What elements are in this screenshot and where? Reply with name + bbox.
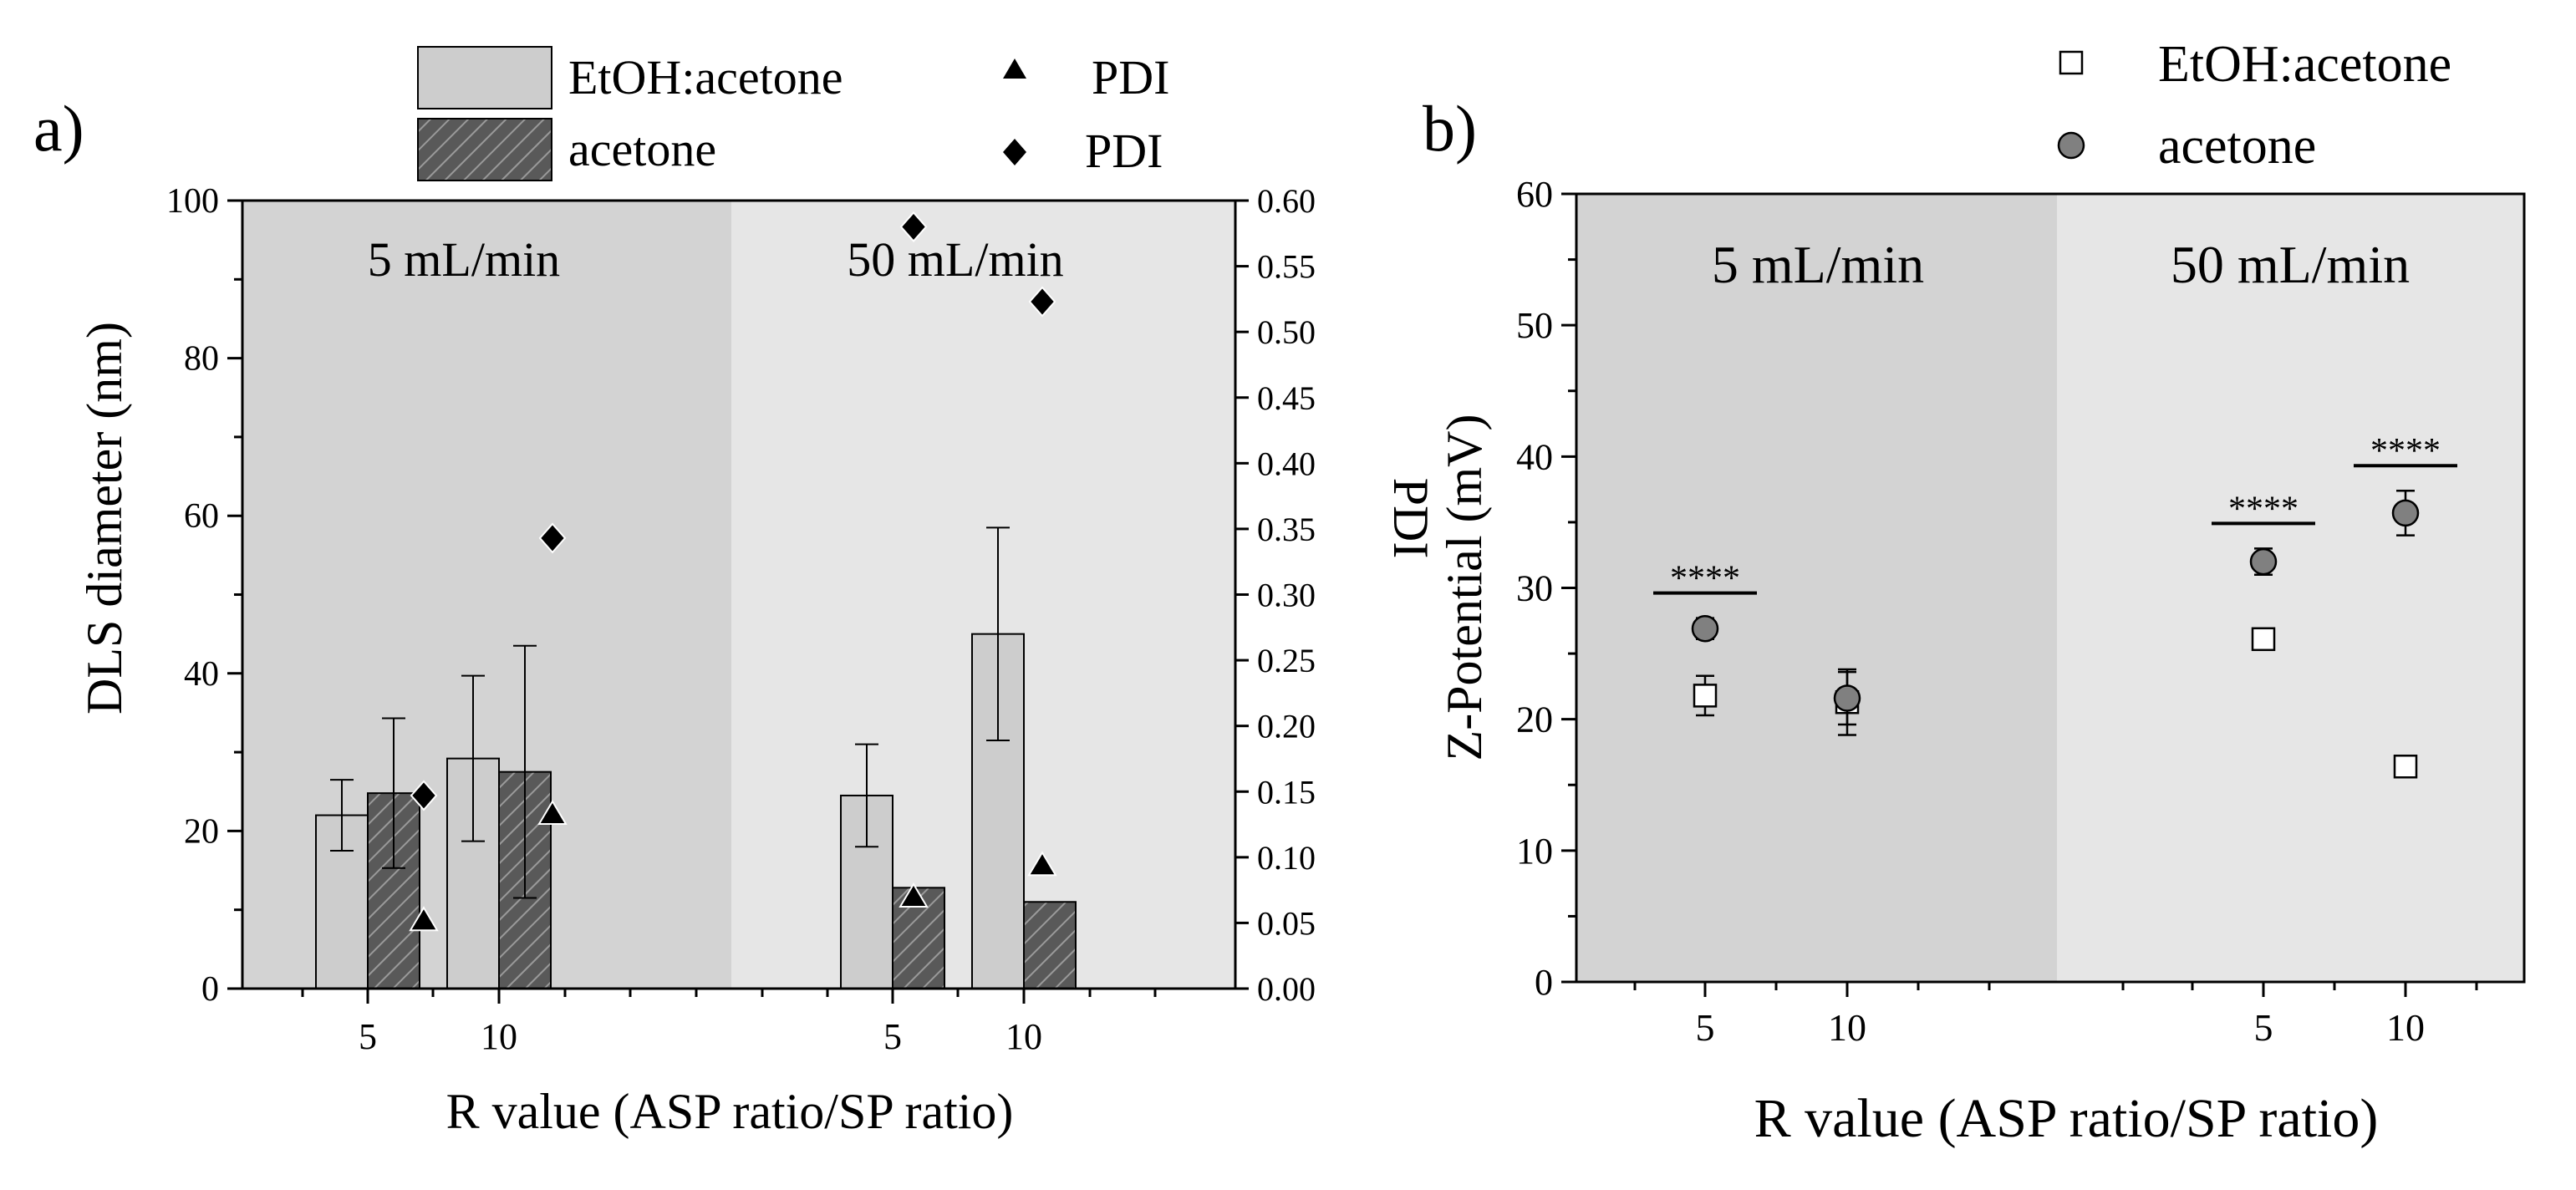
x-tick-label: 5 <box>2254 1006 2273 1049</box>
y2-tick-label: 0.35 <box>1257 511 1316 548</box>
x-tick-label: 10 <box>1005 1016 1042 1057</box>
y-tick-label: 20 <box>184 812 219 851</box>
panel-b-points <box>1691 489 2420 779</box>
pdi-triangle-point <box>537 800 568 825</box>
y2-tick-label: 0.50 <box>1257 313 1316 351</box>
panel-b-region-bg <box>1576 194 2057 982</box>
y2-tick-label: 0.15 <box>1257 773 1316 811</box>
pdi-diamond-point <box>899 211 928 242</box>
legend-label-etoh-acetone: EtOH:acetone <box>568 50 843 104</box>
legend-swatch-etoh-acetone <box>417 46 552 109</box>
x-tick-label: 5 <box>883 1016 902 1057</box>
x-tick-label: 5 <box>359 1016 377 1057</box>
panel-b-regions: 5 mL/min 50 mL/min <box>1576 194 2524 982</box>
panel-b-chart: 5 mL/min 50 mL/min **** **** **** 0 10 20 30 40… <box>1423 36 2526 1149</box>
y2-tick-label: 0.30 <box>1257 577 1316 614</box>
pdi-triangle-point <box>1027 851 1057 877</box>
y-tick-label: 60 <box>184 497 219 536</box>
x-tick-label: 10 <box>2386 1006 2425 1049</box>
y-tick-label: 40 <box>1516 436 1553 477</box>
y2-tick-label: 0.40 <box>1257 445 1316 482</box>
x-tick-label: 10 <box>481 1016 517 1057</box>
legend-grey-circle-marker <box>2057 131 2085 160</box>
panel-b-region-label: 50 mL/min <box>2171 235 2410 294</box>
y-tick-label: 40 <box>184 655 219 694</box>
panel-b-legend: EtOH:acetone acetone <box>2057 36 2451 175</box>
significance-stars: **** <box>1670 560 1740 598</box>
legend-swatch-acetone <box>417 118 552 181</box>
legend-label-acetone: acetone <box>568 122 716 176</box>
zeta-circle-point <box>1833 684 1861 712</box>
zeta-circle-point <box>1691 614 1719 643</box>
panel-a-region-label: 50 mL/min <box>847 232 1063 287</box>
y2-tick-label: 0.25 <box>1257 642 1316 679</box>
zeta-square-point <box>2393 754 2418 779</box>
panel-a-chart: 5 mL/min 50 mL/min 0 20 40 60 80 100 0.00 0.05 0.… <box>33 46 1438 1139</box>
zeta-square-point <box>2251 627 2276 652</box>
x-tick-label: 5 <box>1696 1006 1715 1049</box>
pdi-triangle-point <box>899 882 929 908</box>
zeta-circle-point <box>2391 499 2420 527</box>
y-tick-label: 30 <box>1516 568 1553 609</box>
y2-tick-label: 0.55 <box>1257 248 1316 286</box>
y-tick-label: 10 <box>1516 831 1553 872</box>
y2-tick-label: 0.60 <box>1257 182 1316 220</box>
panel-a-x-axis-label: R value (ASP ratio/SP ratio) <box>446 1084 1014 1139</box>
legend-label-etoh-acetone-b: EtOH:acetone <box>2158 36 2451 93</box>
pdi-diamond-point <box>538 522 567 554</box>
x-tick-label: 10 <box>1828 1006 1866 1049</box>
pdi-diamond-point <box>1028 286 1056 318</box>
legend-label-pdi-triangle: PDI <box>1092 50 1169 104</box>
y-tick-label: 100 <box>166 182 219 221</box>
legend-open-square-marker <box>2059 50 2084 75</box>
panel-b-x-axis-label: R value (ASP ratio/SP ratio) <box>1754 1088 2379 1149</box>
significance-stars: **** <box>2370 432 2441 470</box>
panel-b-axes: 0 10 20 30 40 50 60 5 10 5 10 <box>1516 174 2526 1049</box>
legend-label-acetone-b: acetone <box>2158 118 2316 175</box>
y-tick-label: 0 <box>201 970 219 1009</box>
panel-b-region-bg <box>2057 194 2524 982</box>
pdi-diamond-point <box>410 780 438 811</box>
zeta-circle-point <box>2249 547 2278 576</box>
panel-a-region-label: 5 mL/min <box>368 232 560 287</box>
panel-b-significance-annotations: **** **** **** <box>1653 432 2457 598</box>
y-tick-label: 80 <box>184 340 219 379</box>
y2-tick-label: 0.10 <box>1257 839 1316 877</box>
panel-b-y-axis-label: Z-Potential (mV) <box>1437 414 1492 761</box>
y-tick-label: 20 <box>1516 699 1553 740</box>
y2-tick-label: 0.45 <box>1257 379 1316 417</box>
bar-acetone <box>1023 901 1077 990</box>
y2-tick-label: 0.00 <box>1257 970 1316 1008</box>
legend-triangle-marker <box>1003 58 1026 79</box>
panel-a-label: a) <box>33 92 84 165</box>
y-tick-label: 60 <box>1516 174 1553 215</box>
panel-b-label: b) <box>1423 92 1477 165</box>
legend-diamond-marker <box>1003 139 1026 165</box>
y-tick-label: 50 <box>1516 305 1553 346</box>
legend-label-pdi-diamond: PDI <box>1085 124 1163 178</box>
panel-a-y-axis-label: DLS diameter (nm) <box>77 322 132 715</box>
zeta-square-point <box>1693 684 1718 708</box>
panel-a-pdi-points <box>409 211 1057 932</box>
y2-tick-label: 0.05 <box>1257 904 1316 942</box>
panel-a-bars <box>315 526 1077 990</box>
pdi-triangle-point <box>409 906 439 932</box>
panel-a-axes: 0 20 40 60 80 100 0.00 0.05 0.10 0.15 0.20 0.25 0.30… <box>166 182 1316 1057</box>
significance-stars: **** <box>2228 490 2299 528</box>
panel-b-region-label: 5 mL/min <box>1712 235 1924 294</box>
y-tick-label: 0 <box>1535 962 1553 1003</box>
panel-a-legend: EtOH:acetone acetone PDI PDI <box>417 46 1169 181</box>
y2-tick-label: 0.20 <box>1257 708 1316 745</box>
panel-a-y2-axis-label: PDI <box>1383 478 1438 559</box>
